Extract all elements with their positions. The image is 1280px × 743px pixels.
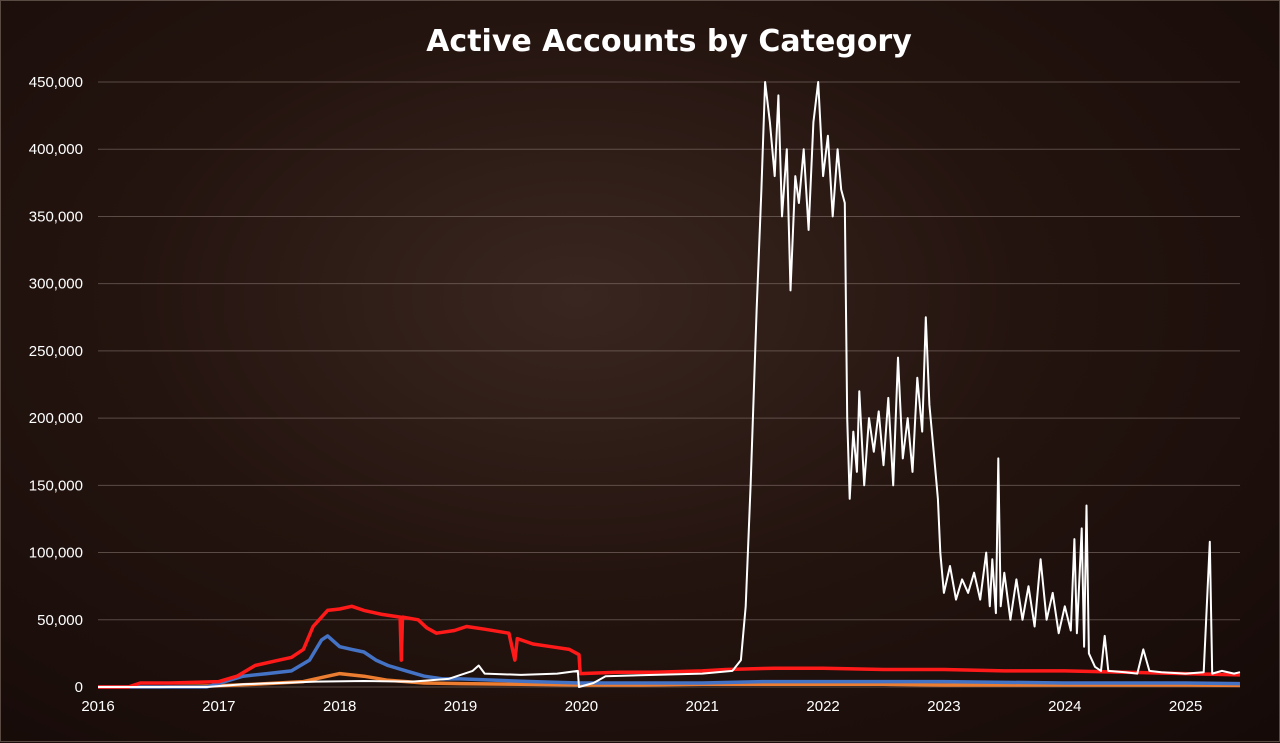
x-axis-ticks: 2016 2017 2018 2019 2020 2021 2022 2023 2024 2025 (81, 698, 1202, 715)
series-line (98, 671, 1241, 689)
x-tick-label: 2018 (323, 698, 356, 715)
x-tick-label: 2019 (444, 698, 477, 715)
y-tick-label: 400,000 (29, 141, 83, 158)
series-line (98, 604, 1241, 689)
y-tick-label: 300,000 (29, 276, 83, 293)
x-tick-label: 2023 (927, 698, 960, 715)
series-line (98, 634, 1241, 689)
y-tick-label: 200,000 (29, 410, 83, 427)
chart-title: Active Accounts by Category (426, 24, 912, 59)
y-tick-label: 250,000 (29, 343, 83, 360)
y-tick-label: 0 (75, 679, 83, 696)
y-tick-label: 100,000 (29, 545, 83, 562)
series-line (98, 81, 1241, 688)
y-tick-label: 450,000 (29, 74, 83, 91)
x-tick-label: 2021 (686, 698, 719, 715)
series-lines (98, 81, 1241, 689)
y-tick-label: 50,000 (37, 612, 83, 629)
y-tick-label: 150,000 (29, 477, 83, 494)
y-axis-ticks: 0 50,000 100,000 150,000 200,000 250,000 300,0… (29, 74, 83, 696)
x-tick-label: 2025 (1169, 698, 1202, 715)
gridlines (98, 81, 1240, 688)
x-tick-label: 2020 (565, 698, 598, 715)
x-tick-label: 2016 (81, 698, 114, 715)
x-tick-label: 2024 (1048, 698, 1081, 715)
y-tick-label: 350,000 (29, 208, 83, 225)
x-tick-label: 2017 (202, 698, 235, 715)
x-tick-label: 2022 (806, 698, 839, 715)
